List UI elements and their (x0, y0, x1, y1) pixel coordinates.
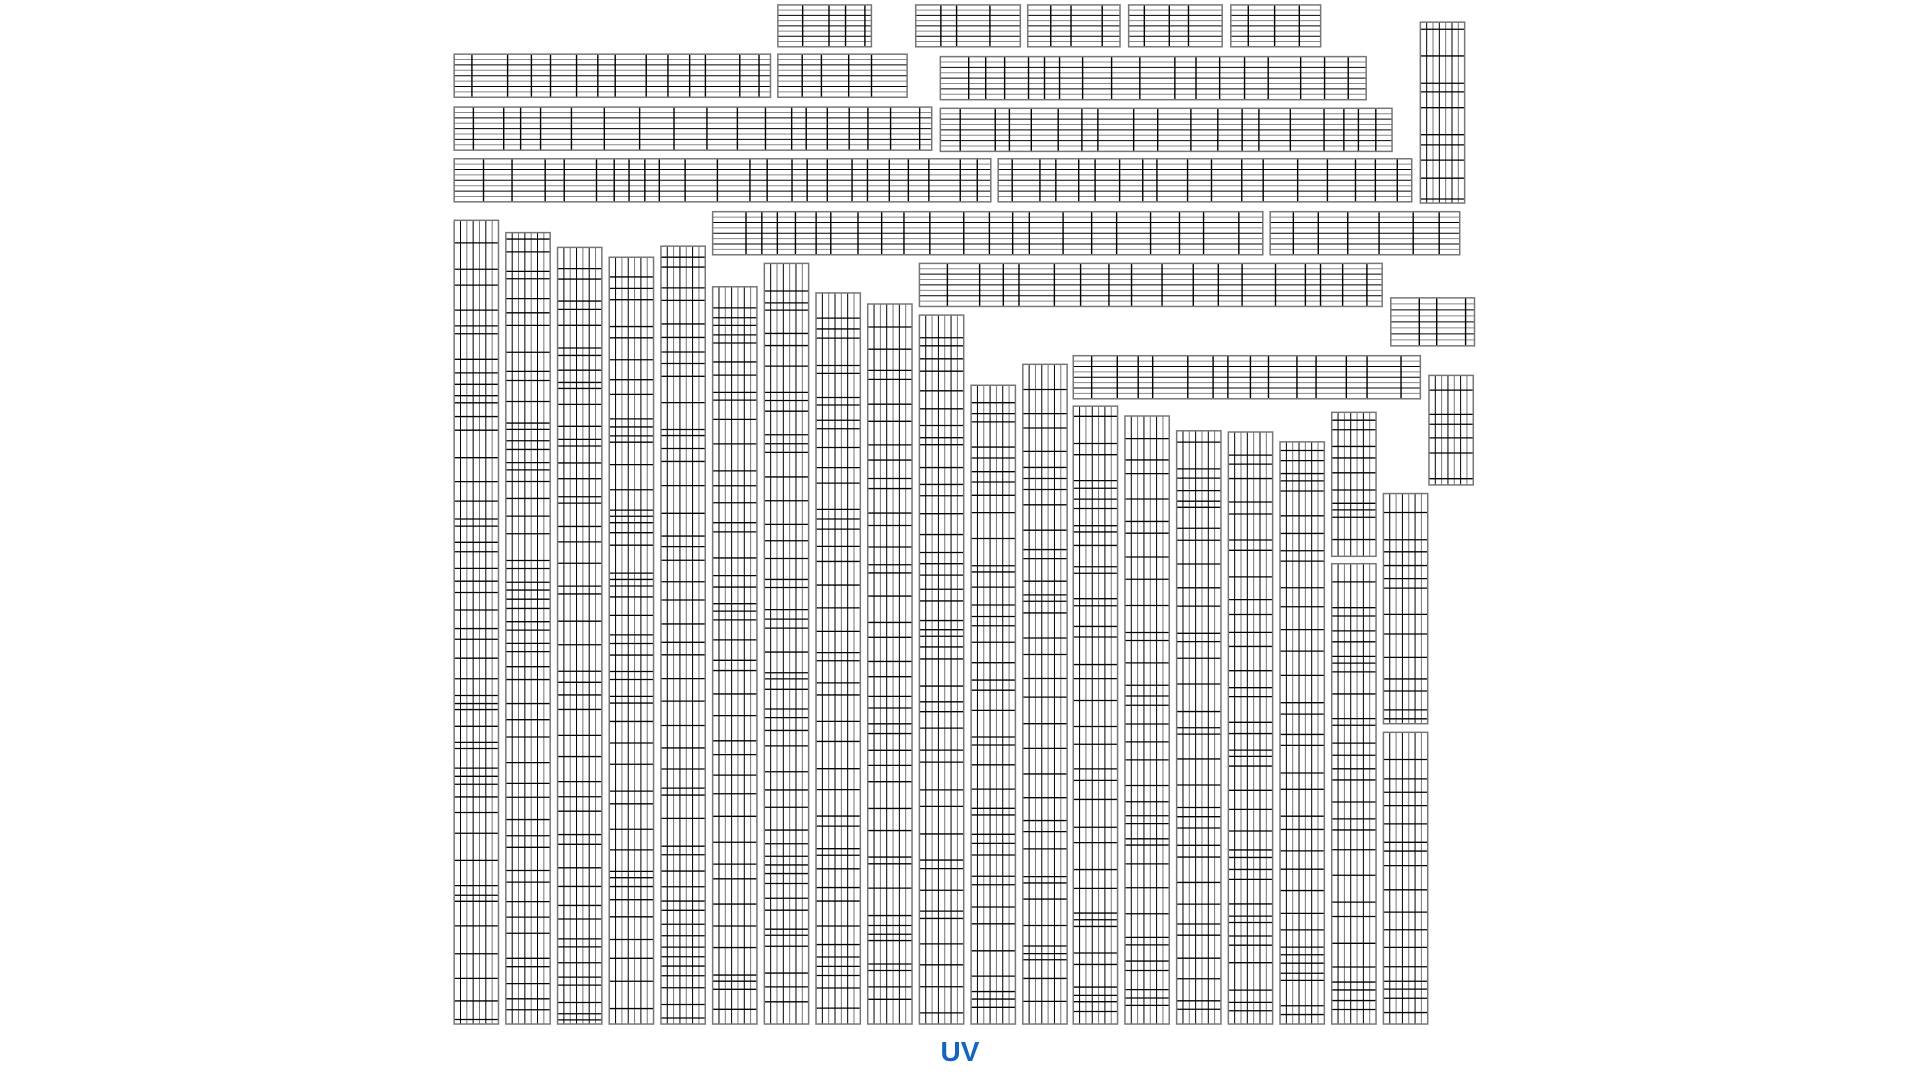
uv-island (815, 292, 862, 1025)
uv-island (711, 286, 758, 1025)
uv-island (777, 4, 873, 48)
uv-island (711, 210, 1264, 256)
uv-island (1124, 415, 1171, 1025)
uv-island (453, 106, 933, 151)
uv-island (1230, 4, 1322, 48)
uv-island (1072, 405, 1119, 1025)
uv-island (1026, 4, 1121, 48)
uv-island (1072, 354, 1422, 400)
uv-island (1382, 492, 1429, 725)
uv-island (1022, 363, 1068, 1025)
uv-island (1227, 431, 1274, 1025)
uv-island (1390, 297, 1476, 347)
uv-island (453, 53, 772, 98)
uv-island (777, 53, 908, 98)
uv-island (1269, 210, 1461, 256)
uv-island (453, 158, 992, 203)
uv-island (1419, 21, 1466, 204)
uv-island (1330, 562, 1377, 1025)
uv-island (1175, 430, 1222, 1025)
uv-island (763, 262, 810, 1025)
uv-island (505, 231, 551, 1025)
uv-island (556, 246, 603, 1025)
uv-island (660, 245, 706, 1025)
uv-island (1330, 411, 1377, 558)
uv-island (970, 384, 1017, 1025)
uv-island (1382, 731, 1429, 1025)
uv-island (453, 219, 500, 1025)
uv-island (939, 107, 1393, 153)
uv-island (1279, 441, 1326, 1025)
uv-island (914, 4, 1022, 48)
uv-island (1428, 374, 1475, 486)
uv-island (1127, 4, 1223, 48)
uv-island (918, 314, 965, 1025)
uv-island (939, 55, 1367, 101)
uv-island (918, 262, 1383, 308)
uv-label: UV (940, 1036, 980, 1067)
uv-island (866, 303, 913, 1025)
uv-island (608, 256, 655, 1025)
uv-island (997, 158, 1413, 203)
